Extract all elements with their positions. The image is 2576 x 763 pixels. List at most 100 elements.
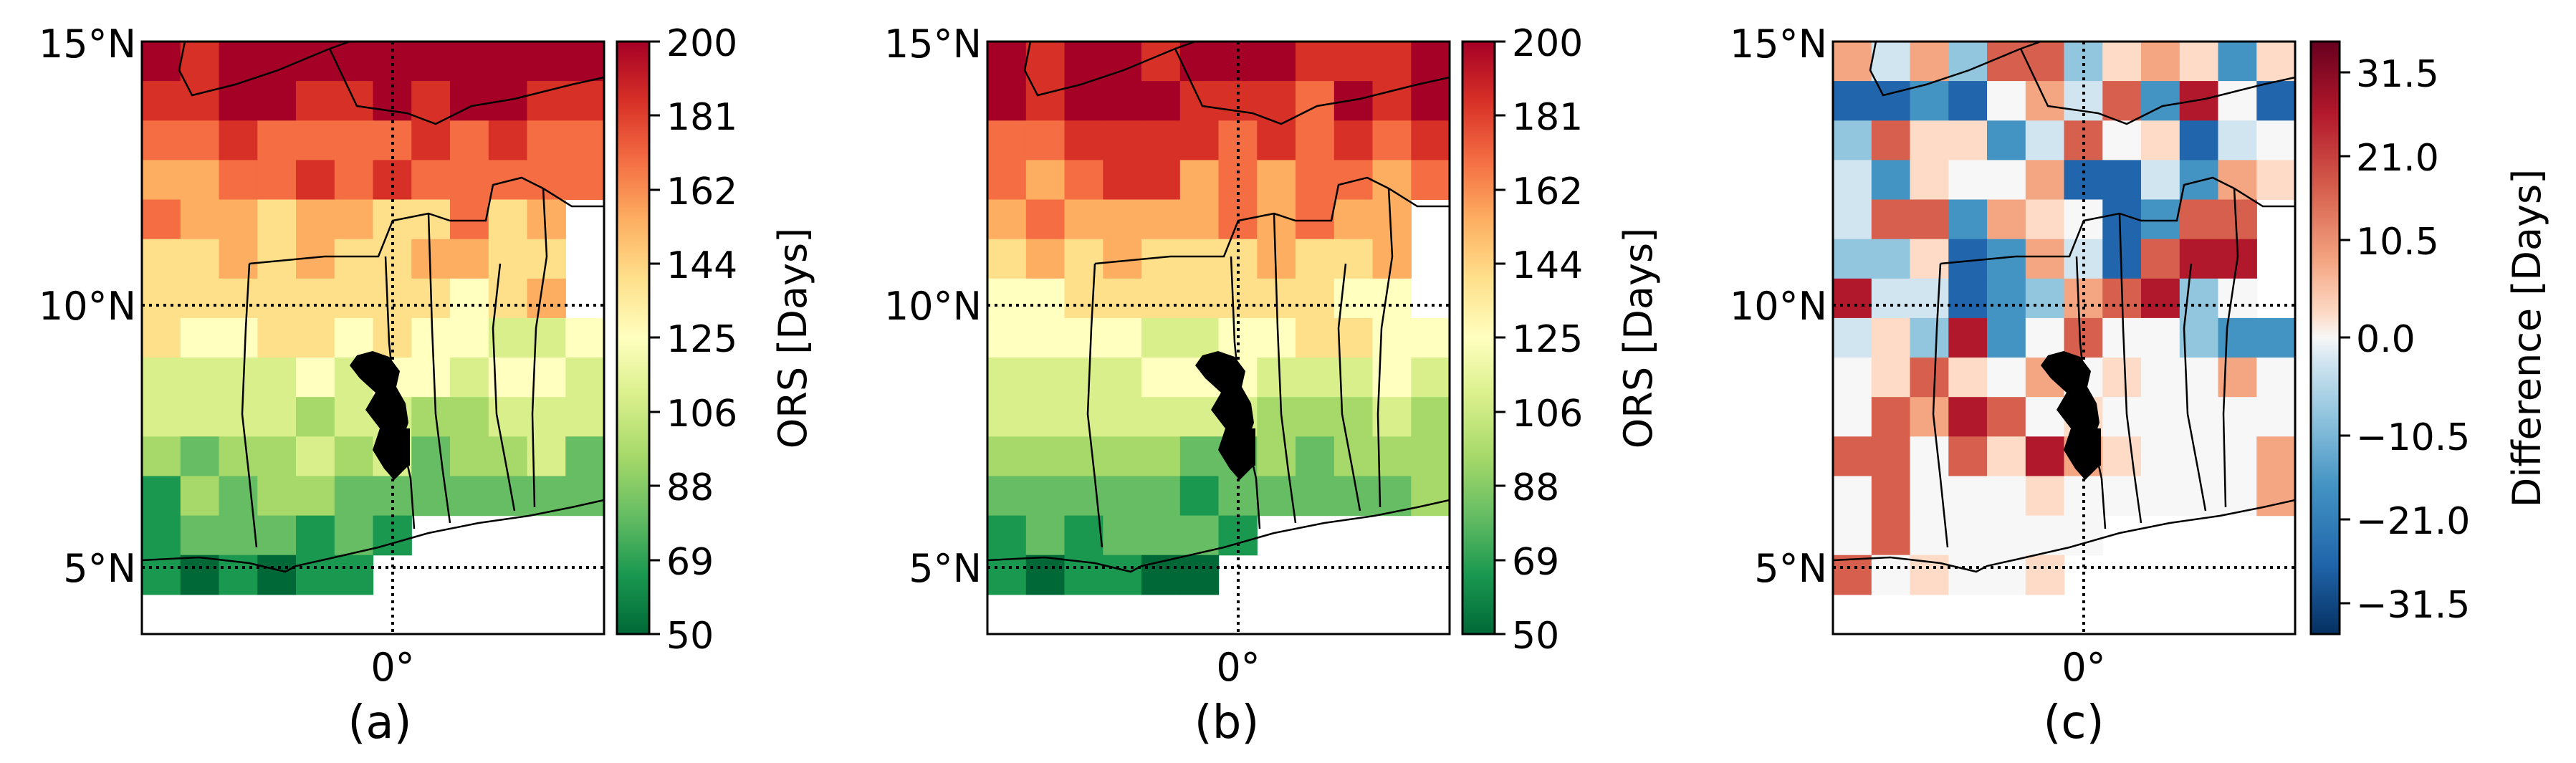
- grid-cell: [1871, 436, 1911, 476]
- colorbar-tick-label: −31.5: [2356, 584, 2470, 627]
- grid-cell: [1372, 160, 1412, 201]
- panel-a: 15°N 10°N 5°N 0° (a) 200 181 162 144 125: [39, 21, 815, 749]
- grid-cell: [1218, 42, 1258, 82]
- grid-cell: [565, 357, 605, 398]
- grid-cell: [1141, 476, 1181, 517]
- grid-cell: [987, 397, 1027, 437]
- grid-cell: [1833, 555, 1872, 595]
- grid-cell: [1334, 81, 1374, 121]
- grid-cell: [1910, 397, 1949, 437]
- grid-cell: [1103, 476, 1142, 517]
- grid-cell: [1296, 160, 1335, 201]
- grid-cell: [1948, 397, 1988, 437]
- grid-cell: [1372, 199, 1412, 240]
- grid-cell: [1871, 160, 1911, 201]
- colorbar-tick-label: 106: [666, 393, 737, 436]
- grid-cell: [565, 476, 605, 517]
- grid-cell: [1179, 278, 1220, 319]
- border-line: [2222, 188, 2239, 508]
- grid-cell: [2064, 120, 2103, 160]
- grid-cell: [411, 397, 451, 437]
- colorbar-tick-label: 200: [1512, 22, 1583, 65]
- colorbar-tick-label: 106: [1512, 393, 1583, 436]
- grid-cell: [450, 476, 489, 517]
- grid-cell: [219, 42, 258, 82]
- grid-cell: [1871, 357, 1911, 398]
- grid-cell: [2141, 397, 2180, 437]
- panel-c-lake: [2041, 351, 2101, 480]
- grid-cell: [2141, 81, 2180, 121]
- grid-cell: [488, 120, 528, 160]
- grid-cell: [987, 160, 1027, 201]
- grid-cell: [1833, 239, 1872, 279]
- grid-cell: [2102, 81, 2142, 121]
- grid-cell: [296, 476, 335, 517]
- grid-cell: [1064, 42, 1103, 82]
- grid-cell: [1296, 436, 1335, 476]
- grid-cell: [2256, 397, 2296, 437]
- grid-cell: [296, 357, 335, 398]
- grid-cell: [2102, 120, 2142, 160]
- colorbar-tick-label: 69: [1512, 541, 1559, 584]
- grid-cell: [987, 120, 1027, 160]
- grid-cell: [2256, 436, 2296, 476]
- panel-c-boundaries: [1832, 40, 2296, 573]
- grid-cell: [373, 515, 412, 556]
- grid-cell: [411, 120, 451, 160]
- grid-cell: [334, 476, 374, 517]
- grid-cell: [219, 239, 258, 279]
- grid-cell: [1871, 42, 1911, 82]
- panel-a-map: [140, 40, 605, 635]
- grid-cell: [987, 199, 1027, 240]
- grid-cell: [1987, 476, 2026, 517]
- grid-cell: [2256, 357, 2296, 398]
- grid-cell: [296, 199, 335, 240]
- grid-cell: [1871, 397, 1911, 437]
- grid-cell: [1257, 317, 1296, 358]
- grid-cell: [1141, 160, 1181, 201]
- grid-cell: [1411, 81, 1450, 121]
- grid-cell: [527, 278, 566, 319]
- grid-cell: [2179, 239, 2219, 279]
- grid-cell: [1179, 515, 1220, 556]
- colorbar-tick-label: 50: [1512, 615, 1559, 658]
- grid-cell: [488, 160, 528, 201]
- panel-b-graticule: [987, 42, 1450, 634]
- grid-cell: [2256, 81, 2296, 121]
- colorbar-tick-label: 144: [666, 244, 737, 287]
- grid-cell: [1871, 278, 1911, 319]
- grid-cell: [1025, 42, 1066, 82]
- grid-cell: [257, 436, 297, 476]
- grid-cell: [2179, 120, 2219, 160]
- coastline: [987, 499, 1450, 573]
- colorbar-tick-label: 69: [666, 541, 714, 584]
- grid-cell: [2102, 317, 2142, 358]
- lat-tick-15n: 15°N: [884, 21, 982, 67]
- grid-cell: [2025, 317, 2065, 358]
- grid-cell: [1334, 239, 1374, 279]
- border-line: [1094, 176, 1450, 265]
- panel-c-caption: (c): [2043, 696, 2104, 749]
- grid-cell: [1218, 515, 1258, 556]
- grid-cell: [2179, 436, 2219, 476]
- grid-cell: [2025, 42, 2065, 82]
- grid-cell: [488, 239, 528, 279]
- border-line: [1174, 48, 1450, 125]
- grid-cell: [1833, 397, 1872, 437]
- grid-cell: [334, 436, 374, 476]
- grid-cell: [373, 42, 412, 82]
- grid-cell: [2179, 317, 2219, 358]
- grid-cell: [2025, 239, 2065, 279]
- grid-cell: [1064, 239, 1103, 279]
- border-line: [2019, 48, 2296, 125]
- panel-c-grid: [1833, 42, 2296, 595]
- grid-cell: [987, 357, 1027, 398]
- grid-cell: [1064, 120, 1103, 160]
- grid-cell: [2102, 160, 2142, 201]
- grid-cell: [1179, 120, 1220, 160]
- grid-cell: [1025, 476, 1066, 517]
- grid-cell: [1141, 436, 1181, 476]
- grid-cell: [1833, 357, 1872, 398]
- grid-cell: [2025, 397, 2065, 437]
- colorbar-tick-label: 200: [666, 22, 737, 65]
